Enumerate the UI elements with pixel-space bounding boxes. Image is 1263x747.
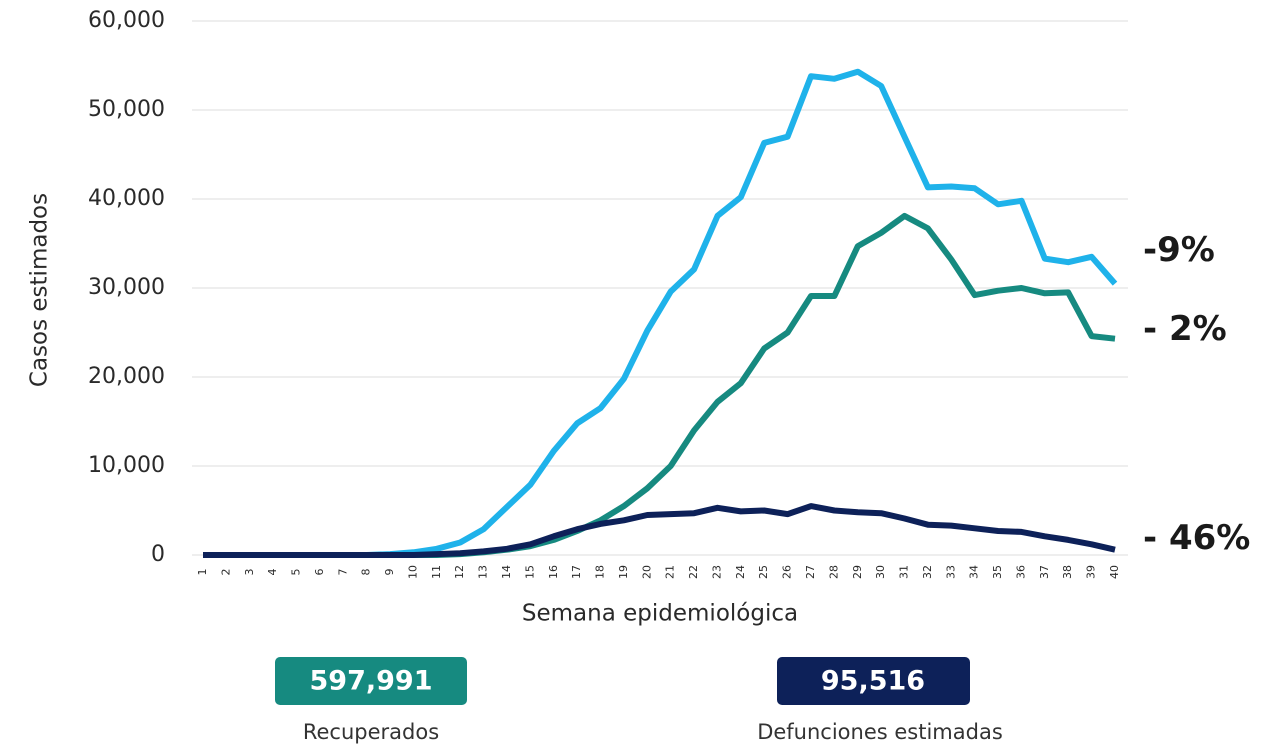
series-line [203, 68, 1118, 558]
recovered-box [275, 657, 467, 705]
x-tick-label: 39 [1085, 565, 1098, 579]
end-label: -9% [1143, 230, 1215, 270]
x-tick-label: 9 [383, 569, 396, 576]
x-tick-label: 10 [406, 565, 419, 579]
x-tick-label: 15 [523, 565, 536, 579]
x-tick-label: 33 [944, 565, 957, 579]
x-tick-label: 7 [336, 569, 349, 576]
x-tick-label: 28 [827, 565, 840, 579]
x-tick-label: 17 [570, 565, 583, 579]
y-tick-label: 40,000 [88, 186, 165, 211]
x-tick-label: 30 [874, 565, 887, 579]
x-tick-label: 6 [313, 569, 326, 576]
x-tick-label: 36 [1014, 565, 1027, 579]
y-tick-label: 30,000 [88, 275, 165, 300]
y-tick-label: 60,000 [88, 8, 165, 33]
x-tick-label: 23 [710, 565, 723, 579]
x-tick-label: 22 [687, 565, 700, 579]
y-tick-label: 50,000 [88, 97, 165, 122]
end-label: - 2% [1143, 309, 1227, 349]
series-line [203, 503, 1116, 558]
x-axis-label: Semana epidemiológica [522, 601, 798, 627]
x-tick-label: 26 [781, 565, 794, 579]
x-tick-label: 40 [1108, 565, 1121, 579]
x-tick-label: 29 [851, 565, 864, 579]
x-tick-label: 13 [477, 565, 490, 579]
x-tick-label: 16 [547, 565, 560, 579]
x-tick-label: 38 [1061, 565, 1074, 579]
x-tick-label: 5 [290, 569, 303, 576]
y-tick-label: 10,000 [88, 453, 165, 478]
x-tick-label: 27 [804, 565, 817, 579]
end-label: - 46% [1143, 518, 1250, 558]
deaths-box [777, 657, 970, 705]
x-tick-label: 35 [991, 565, 1004, 579]
x-tick-label: 12 [453, 565, 466, 579]
x-tick-label: 25 [757, 565, 770, 579]
deaths-value: 95,516 [821, 666, 925, 697]
x-tick-label: 21 [664, 565, 677, 579]
x-tick-label: 3 [243, 569, 256, 576]
y-axis-label: Casos estimados [27, 193, 53, 387]
series-line [203, 212, 1116, 558]
y-tick-label: 20,000 [88, 364, 165, 389]
x-tick-label: 2 [219, 569, 232, 576]
recovered-value: 597,991 [310, 666, 433, 697]
x-tick-label: 34 [968, 565, 981, 579]
x-tick-label: 18 [594, 565, 607, 579]
x-tick-label: 4 [266, 569, 279, 576]
deaths-label: Defunciones estimadas [757, 720, 1003, 744]
recovered-label: Recuperados [303, 720, 439, 744]
x-tick-label: 24 [734, 565, 747, 579]
x-tick-label: 14 [500, 565, 513, 579]
x-tick-label: 20 [640, 565, 653, 579]
x-tick-label: 19 [617, 565, 630, 579]
x-tick-label: 1 [196, 569, 209, 576]
x-tick-label: 31 [898, 565, 911, 579]
x-tick-label: 32 [921, 565, 934, 579]
y-tick-label: 0 [151, 542, 165, 567]
x-tick-label: 8 [360, 569, 373, 576]
x-tick-label: 11 [430, 565, 443, 579]
x-tick-label: 37 [1038, 565, 1051, 579]
